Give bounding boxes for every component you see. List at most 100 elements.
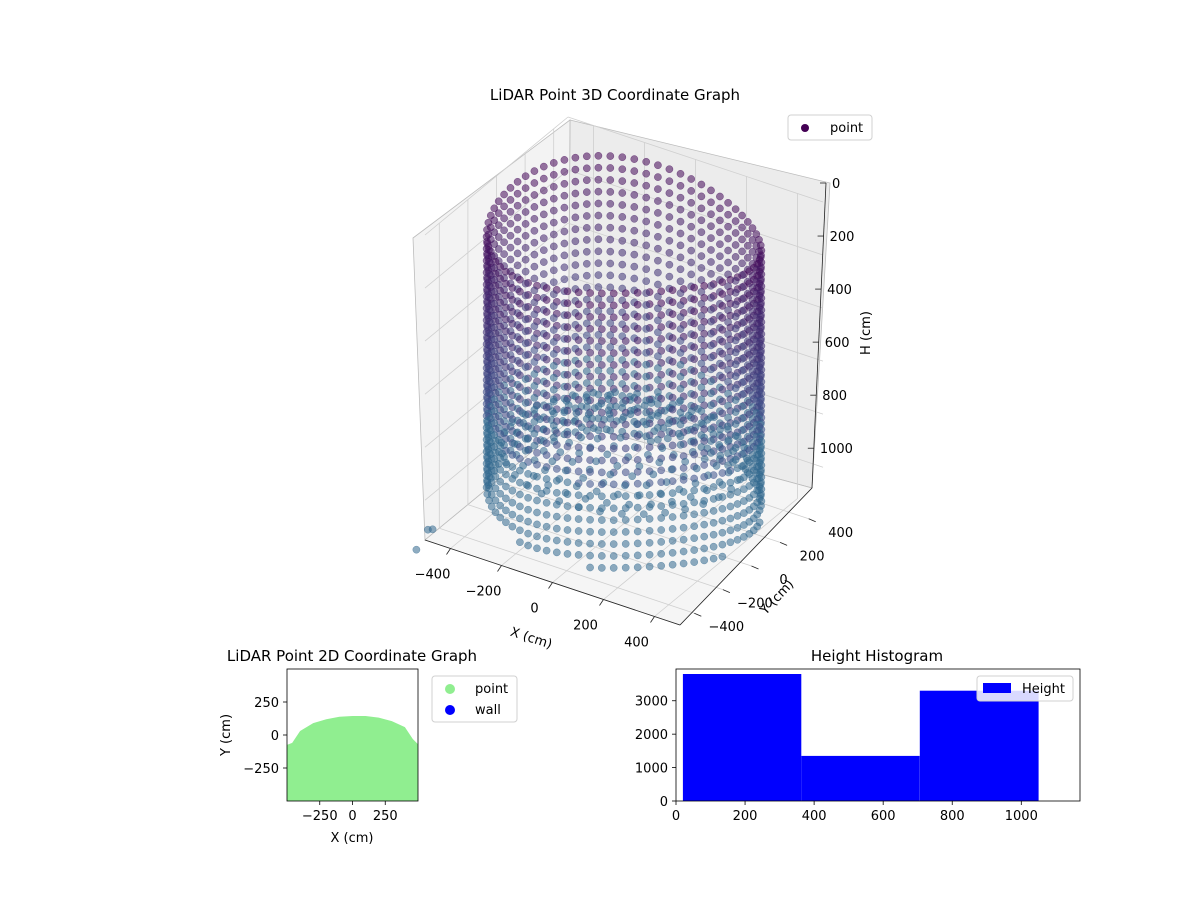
lidar-point bbox=[621, 337, 630, 345]
lidar-point bbox=[552, 524, 561, 533]
lidar-point bbox=[561, 466, 570, 475]
lidar-point bbox=[597, 373, 606, 381]
lidar-point bbox=[690, 283, 699, 292]
lidar-point bbox=[642, 205, 651, 214]
lidar-point bbox=[700, 461, 709, 469]
lidar-point bbox=[582, 188, 591, 196]
lidar-point bbox=[560, 203, 569, 212]
lidar-point bbox=[560, 275, 569, 284]
lidar-point bbox=[516, 442, 524, 451]
lidar-point bbox=[502, 482, 510, 491]
lidar-point bbox=[542, 367, 551, 376]
lidar-point bbox=[586, 444, 594, 453]
lidar-point bbox=[542, 534, 551, 543]
x-tick-3d bbox=[497, 565, 502, 572]
lidar-point bbox=[494, 233, 503, 241]
lidar-point bbox=[663, 434, 672, 443]
lidar-point bbox=[597, 528, 606, 536]
histogram-bar bbox=[919, 690, 1039, 801]
lidar-point bbox=[521, 327, 530, 336]
lidar-point bbox=[516, 287, 524, 296]
lidar-point bbox=[597, 408, 606, 417]
lidar-point bbox=[516, 502, 524, 511]
y-tick-label-3d: −400 bbox=[708, 620, 744, 635]
lidar-point bbox=[645, 550, 654, 559]
lidar-point bbox=[579, 474, 588, 482]
lidar-point bbox=[642, 217, 651, 226]
lidar-point bbox=[542, 427, 551, 436]
lidar-point bbox=[516, 538, 524, 547]
lidar-point bbox=[703, 486, 711, 495]
lidar-point bbox=[521, 446, 530, 455]
lidar-point bbox=[621, 360, 630, 369]
lidar-point bbox=[500, 226, 508, 235]
legend-3d: point bbox=[787, 114, 873, 141]
lidar-point bbox=[552, 512, 561, 521]
lidar-point bbox=[549, 254, 558, 263]
lidar-point bbox=[668, 548, 677, 557]
lidar-point bbox=[541, 466, 549, 475]
lidar-point bbox=[609, 301, 618, 310]
lidar-point bbox=[709, 530, 718, 539]
lidar-point bbox=[586, 551, 594, 560]
lidar-point bbox=[609, 516, 618, 525]
lidar-point bbox=[676, 440, 685, 449]
lidar-point bbox=[654, 304, 662, 313]
lidar-point bbox=[668, 346, 677, 354]
lidar-point bbox=[633, 563, 642, 572]
lidar-point bbox=[748, 248, 757, 256]
lidar-point bbox=[606, 343, 615, 351]
lidar-point bbox=[697, 216, 706, 225]
lidar-point bbox=[542, 391, 551, 400]
lidar-point bbox=[571, 237, 580, 246]
lidar-point bbox=[530, 274, 539, 283]
lidar-point bbox=[530, 393, 539, 402]
lidar-point bbox=[594, 175, 603, 184]
axis-z bbox=[811, 182, 827, 489]
lidar-point bbox=[697, 252, 706, 260]
legend-marker-wall bbox=[445, 705, 455, 715]
grid-line bbox=[567, 169, 824, 256]
lidar-point bbox=[718, 302, 727, 310]
lidar-point bbox=[603, 498, 611, 507]
lidar-point bbox=[748, 236, 757, 244]
lidar-point bbox=[716, 240, 724, 249]
lidar-point bbox=[552, 465, 561, 473]
lidar-point bbox=[516, 490, 524, 499]
lidar-point bbox=[621, 504, 630, 512]
lidar-point bbox=[549, 397, 558, 406]
lidar-point bbox=[521, 303, 530, 312]
lidar-point bbox=[609, 361, 618, 369]
grid-line bbox=[467, 504, 724, 590]
lidar-point bbox=[609, 325, 618, 334]
lidar-point bbox=[586, 515, 594, 524]
lidar-point bbox=[642, 289, 651, 297]
lidar-point bbox=[594, 235, 603, 244]
y-tick-label-hist: 2000 bbox=[635, 728, 668, 743]
lidar-point bbox=[549, 409, 558, 418]
lidar-point bbox=[530, 429, 539, 438]
lidar-point bbox=[592, 457, 600, 466]
lidar-point bbox=[542, 498, 551, 507]
lidar-point bbox=[516, 323, 524, 332]
lidar-point bbox=[516, 466, 524, 475]
lidar-point bbox=[508, 498, 517, 507]
lidar-point bbox=[709, 483, 718, 491]
lidar-point bbox=[549, 302, 558, 310]
lidar-point bbox=[731, 300, 740, 309]
lidar-point bbox=[500, 250, 508, 258]
lidar-point bbox=[560, 156, 569, 164]
lidar-point bbox=[690, 534, 699, 543]
lidar-point bbox=[530, 358, 539, 366]
lidar-point bbox=[679, 547, 688, 556]
lidar-point bbox=[613, 462, 622, 470]
lidar-point bbox=[597, 552, 606, 560]
lidar-point bbox=[731, 384, 740, 393]
lidar-point bbox=[597, 361, 606, 369]
lidar-point bbox=[542, 308, 551, 316]
lidar-point bbox=[563, 299, 572, 308]
lidar-point bbox=[679, 488, 688, 496]
lidar-point bbox=[549, 194, 558, 203]
y-tick-3d bbox=[779, 542, 788, 546]
y-tick-label-hist: 1000 bbox=[635, 762, 668, 777]
